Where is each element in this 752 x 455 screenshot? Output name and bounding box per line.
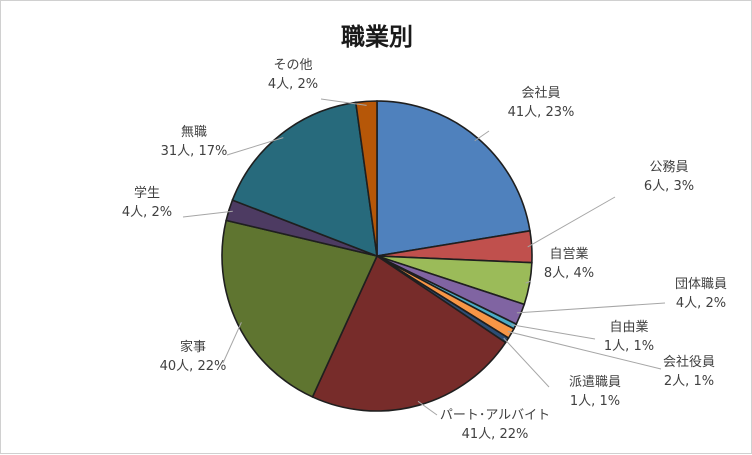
leader-line [182, 210, 233, 218]
slice-name-label: 無職 [181, 125, 207, 140]
leader-line [222, 322, 242, 364]
slice-name-label: 自由業 [609, 319, 648, 335]
slice-value-label: 2人, 1% [664, 374, 714, 389]
slice-name-label: 自営業 [549, 246, 588, 262]
slice-name-label: 会社役員 [663, 354, 715, 370]
leader-line [525, 280, 532, 284]
leader-line [516, 302, 666, 314]
pie-slices [221, 100, 533, 412]
slice-name-label: 会社員 [521, 85, 560, 101]
leader-line [507, 331, 662, 370]
leader-line [474, 130, 490, 142]
slice-value-label: 1人, 1% [604, 339, 654, 354]
slice-name-label: 家事 [180, 339, 206, 355]
slice-value-label: 6人, 3% [644, 179, 694, 194]
slice-value-label: 31人, 17% [161, 144, 228, 159]
pie-slice [376, 100, 531, 257]
leader-line [320, 98, 367, 106]
slice-value-label: 8人, 4% [544, 266, 594, 281]
slice-value-label: 4人, 2% [122, 205, 172, 220]
slice-name-label: 団体職員 [675, 277, 727, 292]
slice-name-label: 学生 [134, 185, 160, 201]
leader-line [417, 400, 438, 416]
slice-value-label: 1人, 1% [570, 394, 620, 409]
leader-line [511, 324, 596, 340]
pie-slice [231, 101, 378, 258]
slice-value-label: 4人, 2% [676, 296, 726, 311]
pie-slice [354, 100, 378, 257]
pie-slice [221, 219, 379, 399]
leader-line [226, 137, 284, 156]
slice-name-label: 派遣職員 [569, 375, 621, 390]
leader-line [527, 196, 616, 248]
slice-value-label: 41人, 22% [462, 427, 529, 442]
slice-name-label: パート･アルバイト [440, 408, 550, 423]
chart-title: 職業別 [341, 23, 413, 51]
slice-name-label: 公務員 [649, 160, 688, 175]
slice-value-label: 4人, 2% [268, 77, 318, 92]
leader-line [503, 337, 550, 388]
slice-value-label: 41人, 23% [508, 105, 575, 120]
slice-labels: 会社員 41人, 23% 公務員 6人, 3% 自営業 8人, 4% 団体職員 4人, 2% 自… [122, 58, 727, 442]
slice-value-label: 40人, 22% [160, 359, 227, 374]
pie-slice [311, 254, 507, 412]
slice-name-label: その他 [273, 58, 312, 73]
leader-lines [182, 98, 666, 416]
